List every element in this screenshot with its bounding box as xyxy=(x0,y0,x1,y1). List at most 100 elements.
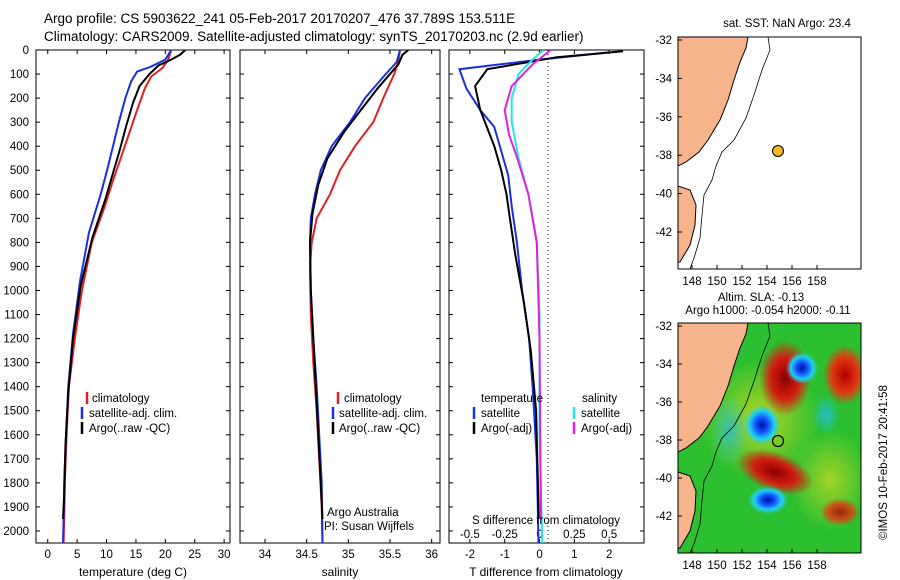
sla-map-title1: Altim. SLA: -0.13 xyxy=(718,292,804,304)
x-tick-label: 34 xyxy=(259,549,272,561)
series-line-temperature-argo xyxy=(474,50,624,520)
sla-high-anomaly xyxy=(736,448,814,496)
legend-label-satellite: satellite-adj. clim. xyxy=(89,408,177,420)
temperature-legend: climatology satellite-adj. clim. Argo(..… xyxy=(80,392,177,435)
depth-tick-label: 700 xyxy=(10,213,29,225)
x-tick-label: 0 xyxy=(536,549,542,561)
s-tick-label: 0.5 xyxy=(601,529,617,541)
argo-float-marker xyxy=(771,434,785,448)
sst-map-frame xyxy=(677,36,862,270)
lon-label: 158 xyxy=(807,560,826,572)
lat-label: -38 xyxy=(655,150,672,162)
sla-map-title2: Argo h1000: -0.054 h2000: -0.11 xyxy=(685,305,850,317)
sla-map: Altim. SLA: -0.13 Argo h1000: -0.054 h20… xyxy=(655,292,862,572)
series-line-satellite-adj-clim- xyxy=(308,50,401,543)
x-tick-label: 5 xyxy=(74,549,80,561)
legend-salinity-head: salinity xyxy=(582,393,617,405)
lat-label: -36 xyxy=(655,112,672,124)
lat-label: -32 xyxy=(655,321,672,333)
depth-axis: 0 100 200 300 400 500 600 700 800 900 1000 1100 1200… xyxy=(3,45,644,538)
depth-tick-label: 1700 xyxy=(3,454,29,466)
s-tick-label: 0 xyxy=(536,529,542,541)
profile-title: Argo profile: CS 5903622_241 05-Feb-2017… xyxy=(44,11,516,26)
profile-lines xyxy=(62,50,624,543)
australia-landmass xyxy=(678,323,749,453)
depth-tick-label: 1200 xyxy=(3,334,29,346)
x-tick-label: 34.5 xyxy=(295,549,317,561)
legend-label-satellite: satellite-adj. clim. xyxy=(339,408,427,420)
depth-tick-label: 200 xyxy=(10,93,29,105)
legend-label-climatology: climatology xyxy=(344,393,402,405)
sla-high-anomaly xyxy=(823,345,861,405)
salinity-xlabel: salinity xyxy=(322,565,359,579)
sla-low-anomaly xyxy=(744,405,780,445)
x-tick-label: 25 xyxy=(188,549,201,561)
difference-toplabel: S difference from climatology xyxy=(472,515,620,527)
legend-label-climatology: climatology xyxy=(92,393,150,405)
lat-label: -36 xyxy=(655,397,672,409)
isobath-contour xyxy=(689,323,771,553)
legend-label-argo: Argo(..raw -QC) xyxy=(89,423,170,435)
series-line-salinity-argo xyxy=(503,50,552,520)
x-tick-label: 10 xyxy=(100,549,113,561)
depth-tick-label: 1600 xyxy=(3,430,29,442)
lon-label: 152 xyxy=(732,276,751,288)
depth-tick-label: 500 xyxy=(10,165,29,177)
legend-label-s-argo: Argo(-adj) xyxy=(581,423,632,435)
temperature-xlabel: temperature (deg C) xyxy=(79,565,187,579)
series-line-climatology xyxy=(308,50,401,543)
x-tick-label: 35 xyxy=(342,549,355,561)
depth-tick-label: 1100 xyxy=(4,310,29,322)
lat-label: -34 xyxy=(655,359,672,371)
depth-tick-label: 1900 xyxy=(3,502,29,514)
x-tick-label: -1 xyxy=(500,549,510,561)
legend-label-s-satellite: satellite xyxy=(581,408,620,420)
sst-map-axes: -32 -34 -36 -38 -40 -42 148 150 152 154 156 158 xyxy=(655,35,826,288)
pi-note: PI: Susan Wijffels xyxy=(324,521,414,533)
australia-landmass xyxy=(678,37,749,167)
sla-map-frame xyxy=(677,322,862,554)
depth-tick-label: 1800 xyxy=(3,478,29,490)
lon-label: 154 xyxy=(757,560,777,572)
depth-tick-label: 600 xyxy=(10,189,29,201)
legend-label-argo: Argo(..raw -QC) xyxy=(339,423,420,435)
lon-label: 156 xyxy=(782,560,801,572)
s-tick-label: 0.25 xyxy=(563,529,585,541)
sla-low-anomaly xyxy=(786,352,818,384)
series-line-argo xyxy=(62,50,186,520)
x-tick-label: 2 xyxy=(606,549,612,561)
sla-high-anomaly xyxy=(820,498,860,526)
sst-map-title: sat. SST: NaN Argo: 23.4 xyxy=(723,18,851,30)
series-line-temperature-satellite xyxy=(458,51,610,543)
x-axes: 0 5 10 15 20 25 30 34 34.5 35 35.5 36 -2 -1 0 1 2 -0.5 -0.… xyxy=(45,50,617,561)
lon-label: 158 xyxy=(807,276,826,288)
x-tick-label: 35.5 xyxy=(379,549,401,561)
argo-float-marker xyxy=(772,145,784,157)
lon-label: 154 xyxy=(757,276,777,288)
depth-tick-label: 300 xyxy=(10,117,29,129)
depth-tick-label: 2000 xyxy=(3,526,29,538)
lat-label: -34 xyxy=(655,73,672,85)
depth-tick-label: 1300 xyxy=(3,358,29,370)
lon-label: 152 xyxy=(732,560,751,572)
lon-label: 148 xyxy=(682,276,701,288)
difference-legend: temperature satellite Argo(-adj) salinit… xyxy=(472,393,632,435)
s-tick-label: -0.25 xyxy=(492,529,518,541)
lat-label: -40 xyxy=(655,473,672,485)
x-tick-label: 36 xyxy=(425,549,438,561)
lon-label: 150 xyxy=(707,276,726,288)
legend-label-t-argo: Argo(-adj) xyxy=(481,423,532,435)
series-line-argo xyxy=(308,50,409,520)
legend-temperature-head: temperature xyxy=(481,393,543,405)
depth-tick-label: 900 xyxy=(10,261,29,273)
sla-map-axes: -32 -34 -36 -38 -40 -42 148 150 152 154 156 158 xyxy=(655,321,826,572)
x-tick-label: 15 xyxy=(130,549,143,561)
sst-map: sat. SST: NaN Argo: 23.4 -32 -34 -36 -38 -40… xyxy=(655,18,862,288)
lat-label: -38 xyxy=(655,435,672,447)
depth-tick-label: 1400 xyxy=(3,382,29,394)
isobath-contour xyxy=(689,37,771,269)
lon-label: 148 xyxy=(682,560,701,572)
sla-low-anomaly xyxy=(748,486,788,514)
legend-label-t-satellite: satellite xyxy=(481,408,520,420)
